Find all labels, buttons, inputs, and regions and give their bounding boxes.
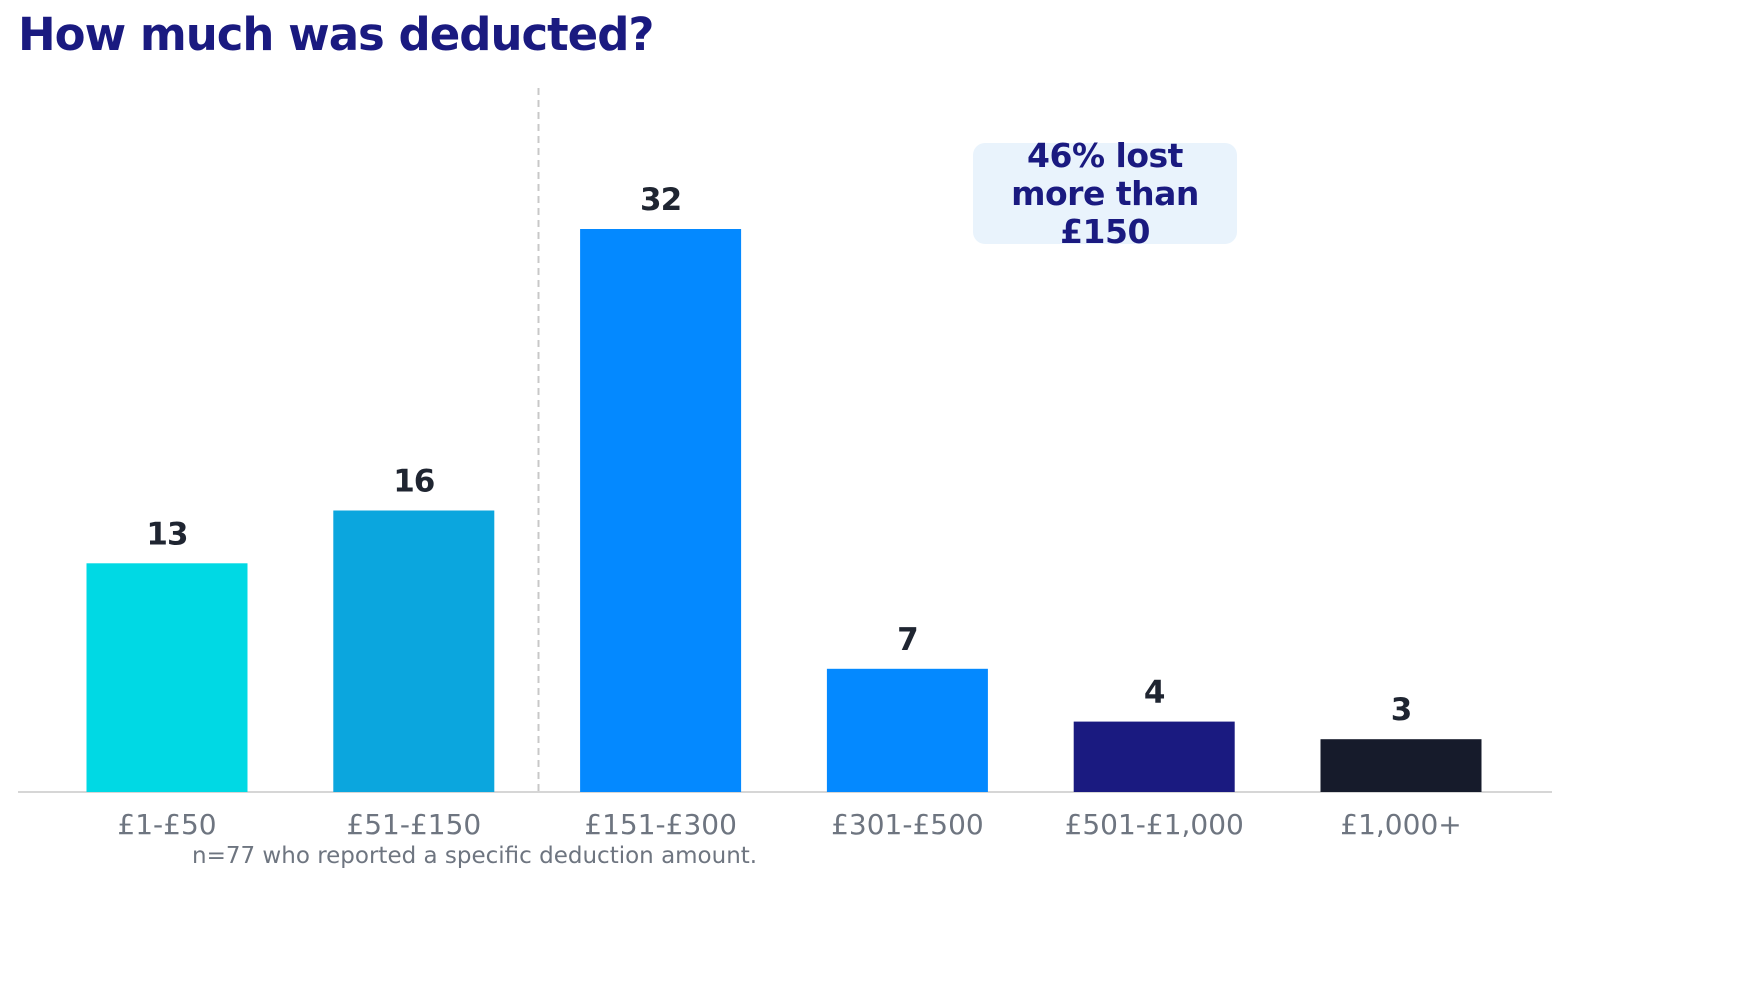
bar-151-300: [580, 229, 742, 792]
x-tick-label-301-500: £301-£500: [831, 808, 984, 841]
x-tick-labels-group: £1-£50 £51-£150 £151-£300 £301-£500 £501-£1,…: [117, 808, 1461, 841]
annotation-callout: 46% lost more than £150: [973, 136, 1237, 250]
bar-1-000: [1320, 739, 1482, 792]
value-label-501-1-000: 4: [1144, 675, 1165, 711]
value-label-1-50: 13: [146, 516, 187, 552]
annotation-text: 46% lost more than £150: [1011, 135, 1199, 251]
x-tick-label-501-1-000: £501-£1,000: [1065, 808, 1244, 841]
x-tick-label-51-150: £51-£150: [346, 808, 481, 841]
x-tick-label-1-50: £1-£50: [117, 808, 216, 841]
bars-group: [86, 229, 1482, 792]
bar-1-50: [86, 563, 248, 792]
bar-501-1-000: [1073, 721, 1235, 792]
value-label-151-300: 32: [640, 182, 681, 218]
x-tick-label-1-000: £1,000+: [1340, 808, 1461, 841]
bar-301-500: [826, 668, 988, 792]
value-label-51-150: 16: [393, 464, 434, 500]
bar-51-150: [333, 510, 495, 792]
value-label-301-500: 7: [897, 622, 918, 658]
x-tick-label-151-300: £151-£300: [584, 808, 737, 841]
sample-size-footnote: n=77 who reported a specific deduction a…: [192, 843, 758, 869]
value-label-1-000: 3: [1391, 692, 1412, 728]
chart-title: How much was deducted?: [18, 8, 655, 61]
value-labels-group: 13 16 32 7 4 3: [146, 182, 1412, 728]
